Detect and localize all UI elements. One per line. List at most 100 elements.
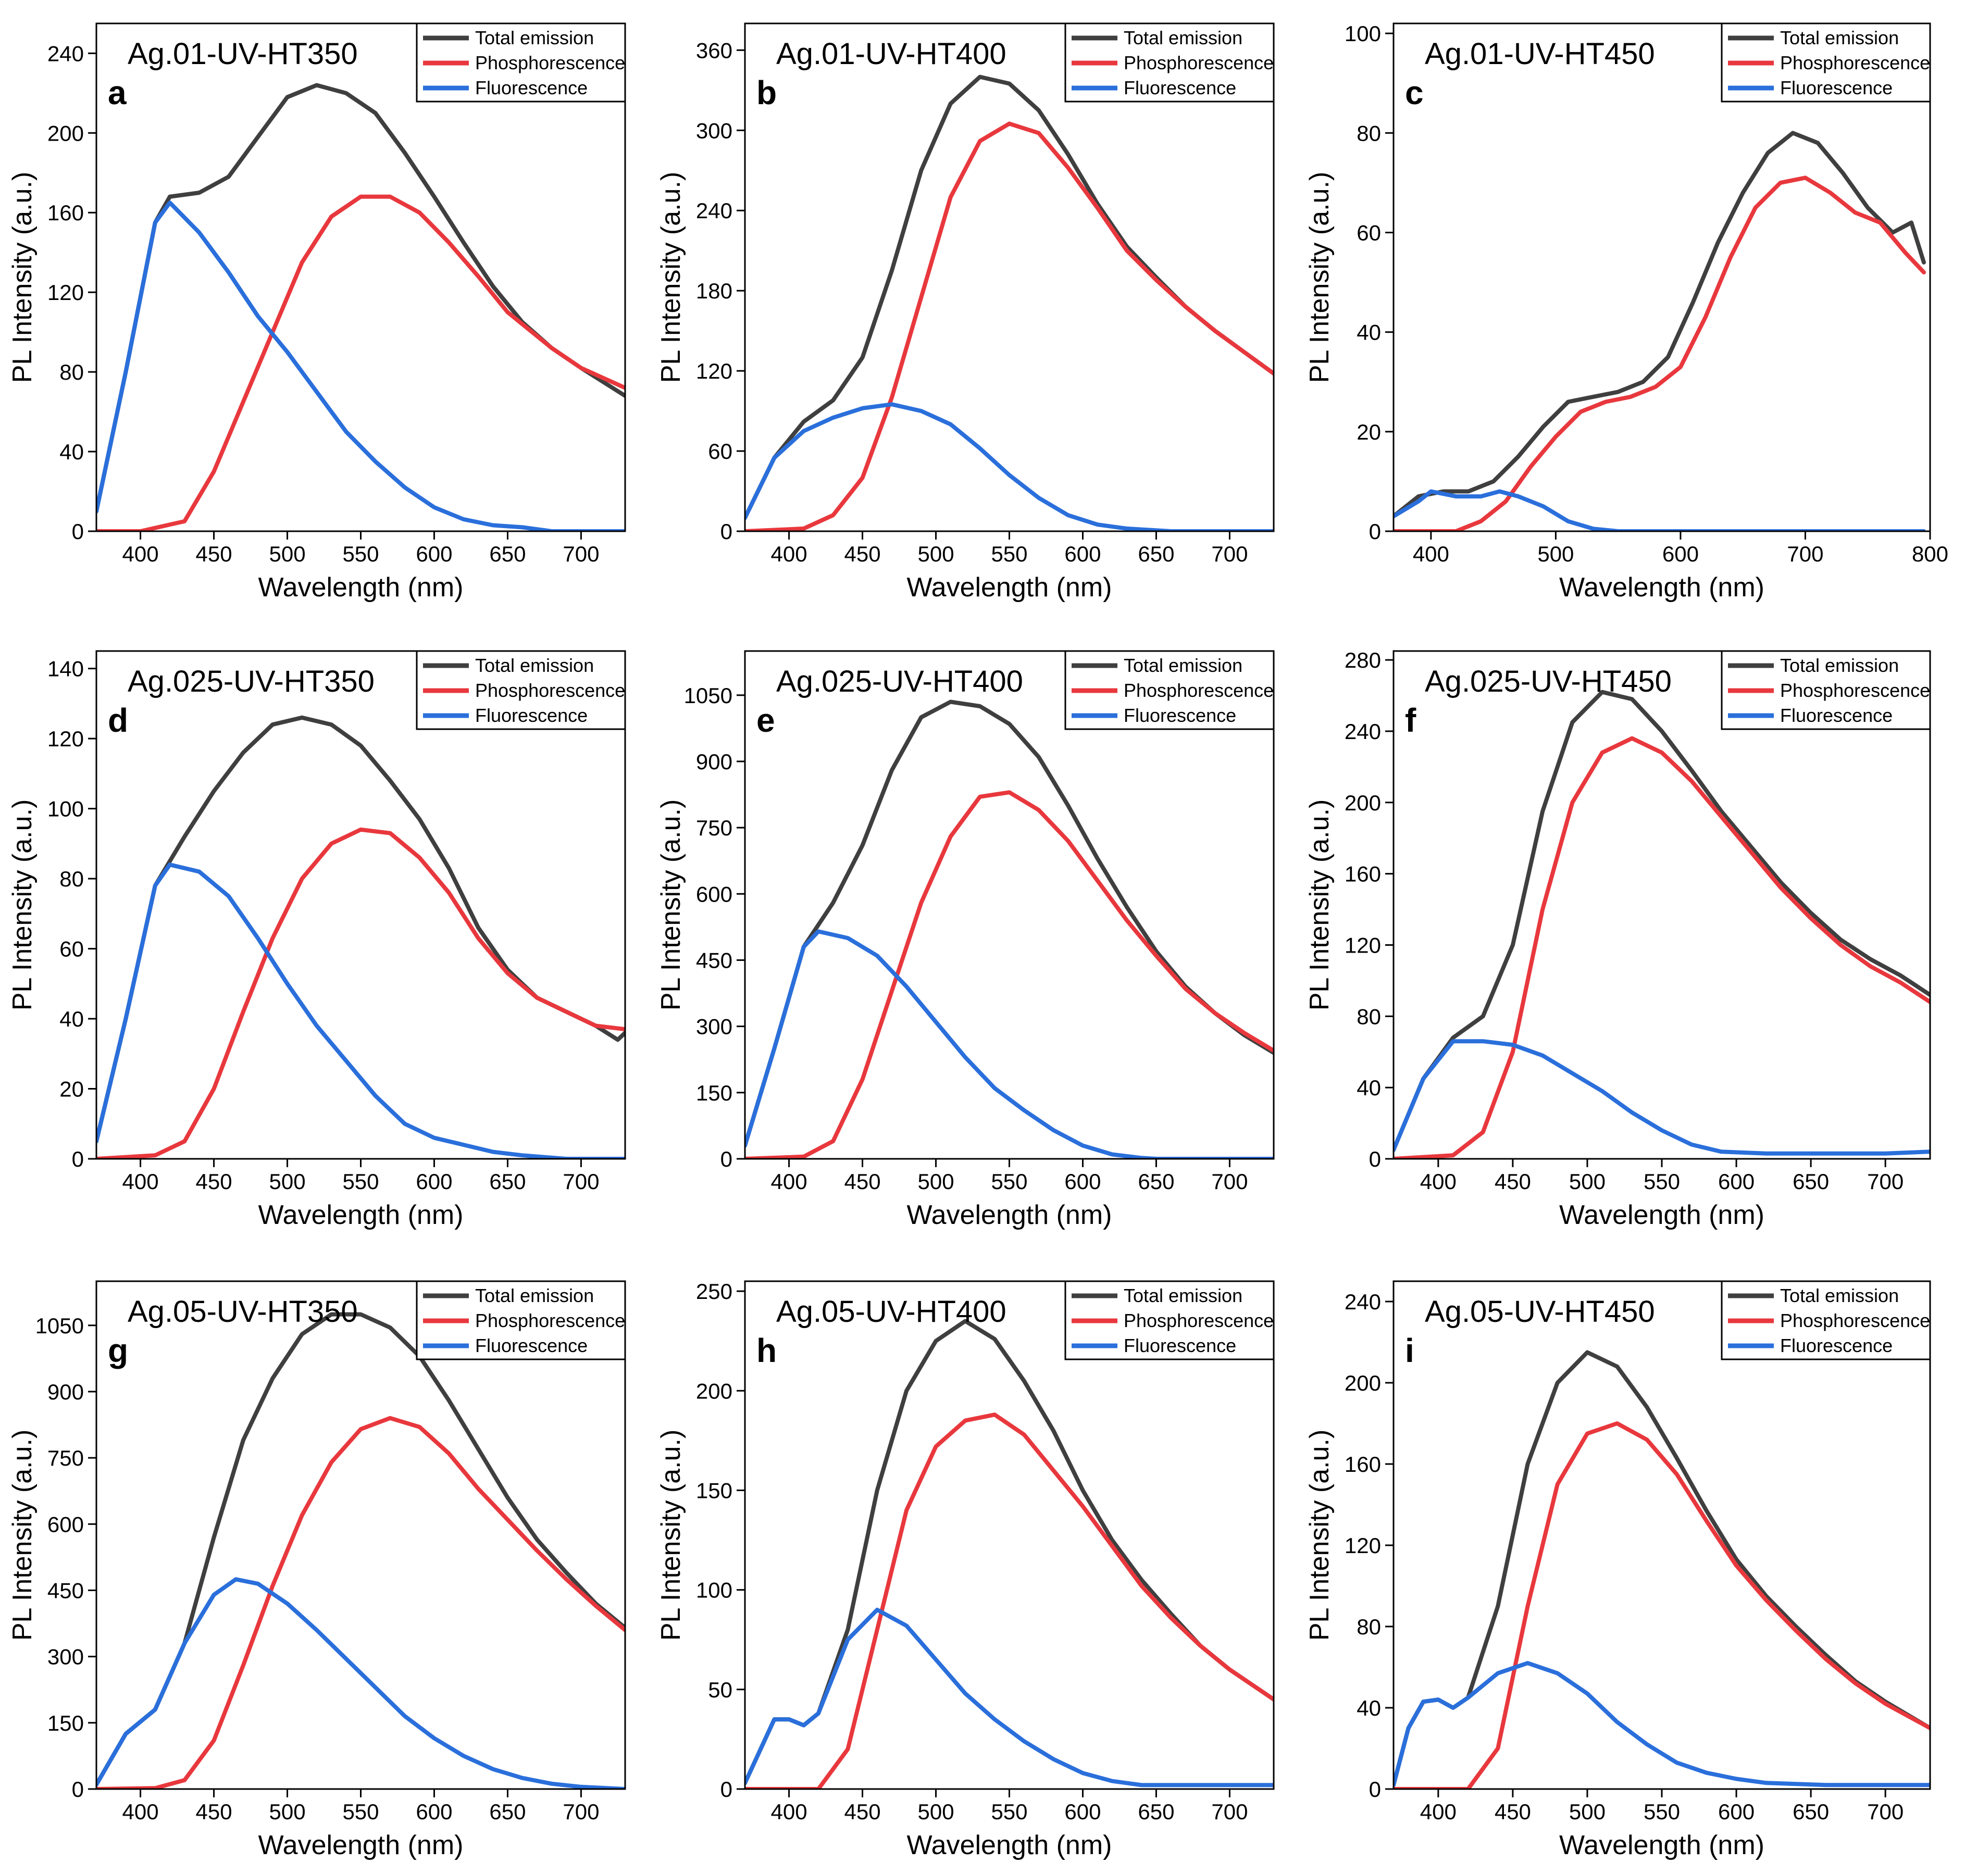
y-tick-label: 100	[696, 1578, 732, 1603]
y-tick-label: 750	[47, 1446, 84, 1470]
x-axis-label: Wavelength (nm)	[1559, 572, 1764, 603]
y-tick-label: 120	[1345, 933, 1381, 957]
legend-label-fluor: Fluorescence	[1124, 705, 1236, 726]
y-axis-label: PL Intensity (a.u.)	[1304, 1430, 1335, 1641]
legend: Total emission Phosphorescence Fluorescenc…	[1721, 22, 1931, 103]
y-tick-label: 120	[47, 280, 84, 305]
x-tick-label: 650	[1793, 1799, 1829, 1824]
y-tick-label: 140	[47, 657, 84, 681]
y-tick-label: 0	[720, 519, 732, 544]
y-tick-label: 160	[1345, 1452, 1381, 1477]
x-tick-label: 600	[1064, 542, 1101, 566]
y-tick-label: 240	[696, 198, 732, 223]
y-axis-label: PL Intensity (a.u.)	[656, 172, 686, 383]
x-tick-label: 400	[771, 542, 807, 566]
y-tick-label: 200	[1345, 791, 1381, 815]
x-axis-label: Wavelength (nm)	[907, 1200, 1112, 1230]
series-fluor-line	[745, 929, 1274, 1159]
y-tick-label: 20	[59, 1077, 84, 1102]
legend-label-total: Total emission	[475, 1285, 594, 1306]
y-tick-label: 150	[47, 1711, 84, 1735]
y-tick-label: 300	[696, 1015, 732, 1039]
panel-a: 400 450 500 550 600 650 700 0 40 80 120 160 200 240 Wa…	[7, 22, 626, 603]
y-tick-label: 0	[1369, 1777, 1381, 1802]
series-group	[96, 715, 625, 1159]
panel-letter: e	[756, 702, 775, 739]
y-tick-label: 600	[47, 1512, 84, 1536]
series-group	[745, 74, 1274, 531]
panel-title: Ag.05-UV-HT400	[776, 1295, 1006, 1329]
y-axis-label: PL Intensity (a.u.)	[1304, 799, 1335, 1011]
x-axis-label: Wavelength (nm)	[1559, 1200, 1764, 1230]
panel-b: 400 450 500 550 600 650 700 0 60 120 180 240 300 360 W…	[656, 22, 1275, 603]
series-fluor-line	[745, 1607, 1274, 1787]
y-tick-label: 120	[47, 727, 84, 751]
x-tick-label: 650	[489, 542, 526, 566]
y-tick-label: 150	[696, 1081, 732, 1105]
y-axis-label: PL Intensity (a.u.)	[7, 172, 38, 383]
panel-title: Ag.025-UV-HT400	[776, 665, 1023, 698]
series-total-line	[745, 699, 1274, 1148]
legend-label-total: Total emission	[1124, 27, 1242, 48]
legend-label-phos: Phosphorescence	[475, 1310, 625, 1331]
x-tick-label: 500	[1569, 1169, 1606, 1194]
y-tick-label: 60	[59, 937, 84, 961]
x-tick-label: 400	[1413, 542, 1449, 566]
series-total-line	[745, 1319, 1274, 1785]
x-tick-label: 400	[1420, 1169, 1457, 1194]
legend-label-fluor: Fluorescence	[1124, 77, 1236, 98]
x-tick-label: 450	[196, 1169, 232, 1194]
x-tick-label: 700	[563, 542, 599, 566]
y-tick-label: 40	[59, 1007, 84, 1031]
y-tick-label: 80	[59, 867, 84, 891]
y-tick-label: 40	[1357, 1075, 1381, 1100]
legend: Total emission Phosphorescence Fluorescenc…	[1064, 22, 1275, 103]
y-axis-label: PL Intensity (a.u.)	[1304, 172, 1335, 383]
y-tick-label: 0	[720, 1147, 732, 1171]
x-axis-label: Wavelength (nm)	[258, 1830, 464, 1860]
x-tick-label: 450	[844, 1169, 881, 1194]
legend-label-total: Total emission	[475, 27, 594, 48]
series-group	[1394, 131, 1926, 531]
panel-letter: f	[1405, 702, 1416, 739]
series-fluor-line	[96, 862, 625, 1159]
x-tick-label: 450	[1495, 1169, 1531, 1194]
y-tick-label: 40	[1357, 1696, 1381, 1720]
y-tick-label: 100	[47, 797, 84, 821]
y-axis-label: PL Intensity (a.u.)	[7, 1430, 38, 1641]
y-tick-label: 450	[696, 948, 732, 972]
series-phos-line	[96, 1416, 625, 1789]
legend: Total emission Phosphorescence Fluorescenc…	[416, 1280, 626, 1360]
legend-label-phos: Phosphorescence	[1780, 680, 1930, 701]
x-tick-label: 600	[416, 1169, 452, 1194]
x-tick-label: 400	[1420, 1799, 1457, 1824]
panel-letter: b	[756, 74, 777, 111]
x-tick-label: 550	[342, 1169, 379, 1194]
legend-label-total: Total emission	[1124, 655, 1242, 676]
series-phos-line	[1394, 736, 1930, 1159]
y-tick-label: 0	[72, 519, 84, 544]
x-tick-label: 650	[1138, 542, 1174, 566]
series-group	[96, 83, 625, 531]
legend: Total emission Phosphorescence Fluorescenc…	[1721, 650, 1931, 730]
x-tick-label: 450	[196, 1799, 232, 1824]
x-tick-label: 500	[269, 1169, 305, 1194]
series-fluor-line	[745, 402, 1274, 531]
y-tick-label: 160	[47, 201, 84, 225]
y-tick-label: 0	[1369, 519, 1381, 544]
series-fluor-line	[1394, 1039, 1930, 1156]
y-tick-label: 900	[47, 1380, 84, 1404]
x-tick-label: 550	[342, 1799, 379, 1824]
y-tick-label: 160	[1345, 862, 1381, 886]
x-tick-label: 500	[1537, 542, 1574, 566]
x-tick-label: 500	[917, 1799, 954, 1824]
x-tick-label: 700	[563, 1799, 599, 1824]
y-tick-label: 100	[1345, 21, 1381, 46]
legend-label-fluor: Fluorescence	[1124, 1335, 1236, 1356]
panel-letter: i	[1405, 1332, 1414, 1369]
x-tick-label: 450	[1495, 1799, 1531, 1824]
series-total-line	[1394, 131, 1926, 519]
y-tick-label: 150	[696, 1478, 732, 1503]
panel-title: Ag.025-UV-HT350	[128, 665, 375, 698]
y-tick-label: 250	[696, 1279, 732, 1304]
